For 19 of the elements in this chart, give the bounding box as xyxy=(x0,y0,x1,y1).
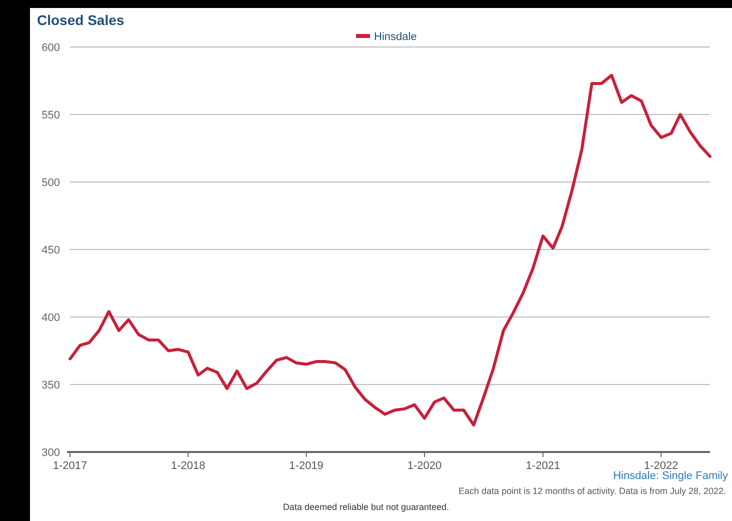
legend-label: Hinsdale xyxy=(374,31,417,43)
x-tick-label: 1-2017 xyxy=(52,460,88,472)
y-tick-label: 550 xyxy=(42,110,60,122)
x-tick-label: 1-2021 xyxy=(526,460,560,472)
x-tick-label: 1-2022 xyxy=(644,460,678,472)
chart-title: Closed Sales xyxy=(37,12,124,28)
text: Hinsdale: Single Family xyxy=(613,470,728,482)
y-tick-label: 300 xyxy=(42,447,60,459)
x-tick-label: 1-2020 xyxy=(407,460,442,472)
y-tick-label: 500 xyxy=(42,177,60,189)
y-tick-label: 450 xyxy=(42,244,60,256)
x-tick-label: 1-2019 xyxy=(289,460,324,472)
text: Data deemed reliable but not guaranteed. xyxy=(282,502,450,512)
x-tick-label: 1-2018 xyxy=(171,460,206,472)
text: Each data point is 12 months of activity. Data is from July 28, 2022. xyxy=(458,486,726,496)
y-tick-label: 600 xyxy=(42,42,60,54)
y-tick-label: 400 xyxy=(42,312,60,324)
y-tick-label: 350 xyxy=(42,380,60,392)
line-series xyxy=(68,74,712,426)
